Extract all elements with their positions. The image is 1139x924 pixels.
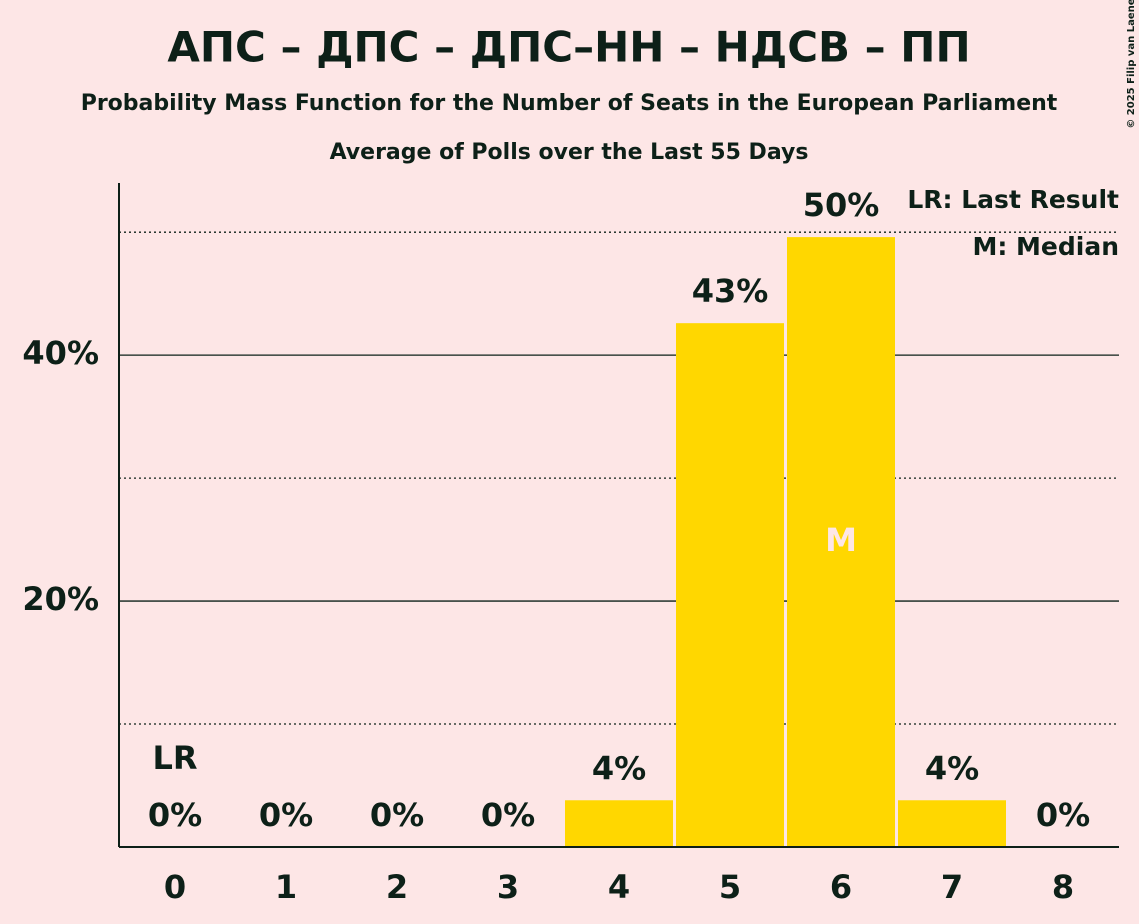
value-label: 0% [370, 796, 424, 834]
value-label: 0% [481, 796, 535, 834]
bar [787, 237, 895, 847]
legend-entry: M: Median [972, 232, 1119, 261]
value-label: 0% [148, 796, 202, 834]
y-tick-label: 40% [22, 334, 99, 372]
value-label: 4% [592, 749, 646, 787]
x-tick-label: 2 [386, 868, 408, 906]
value-label: 0% [1036, 796, 1090, 834]
last-result-label: LR [152, 739, 197, 777]
bar [676, 323, 784, 848]
value-label: 0% [259, 796, 313, 834]
chart-subtitle: Probability Mass Function for the Number… [81, 91, 1058, 116]
bar [565, 800, 673, 847]
x-tick-label: 4 [608, 868, 630, 906]
copyright: © 2025 Filip van Laenen [1126, 0, 1137, 129]
value-label: 4% [925, 749, 979, 787]
x-tick-label: 5 [719, 868, 741, 906]
median-label: M [825, 521, 857, 559]
chart-caption: Average of Polls over the Last 55 Days [330, 140, 809, 165]
x-tick-label: 1 [275, 868, 297, 906]
x-tick-label: 7 [941, 868, 963, 906]
x-tick-label: 0 [164, 868, 186, 906]
x-tick-label: 8 [1052, 868, 1074, 906]
bar [898, 800, 1006, 847]
legend-entry: LR: Last Result [907, 185, 1119, 214]
chart-title: АПС – ДПС – ДПС–НН – НДСВ – ПП [167, 23, 970, 72]
x-tick-label: 3 [497, 868, 519, 906]
value-label: 50% [803, 186, 880, 224]
y-tick-label: 20% [22, 580, 99, 618]
value-label: 43% [692, 272, 769, 310]
x-tick-label: 6 [830, 868, 852, 906]
